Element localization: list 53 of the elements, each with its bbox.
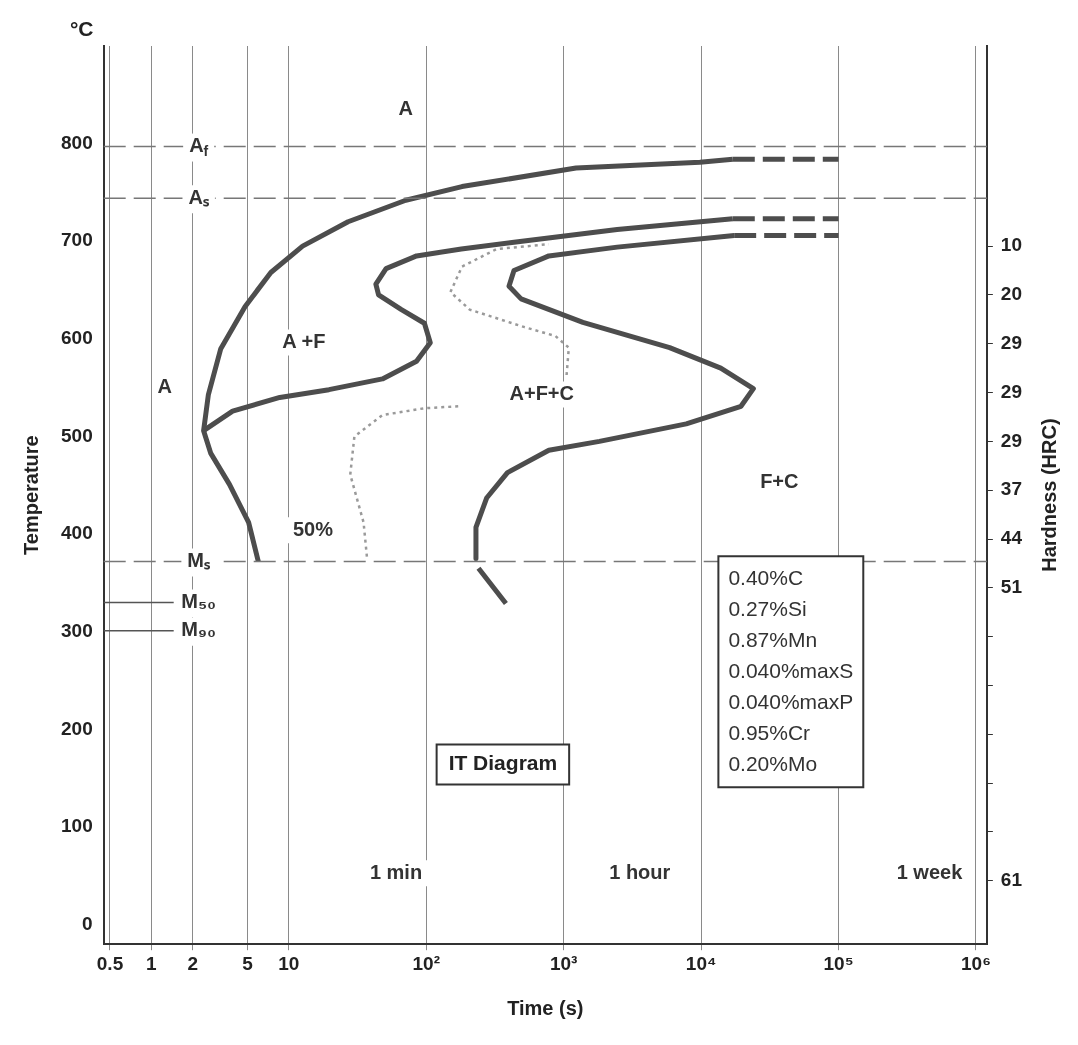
x-tick-label: 10⁴ [685, 952, 717, 974]
annotation: 1 week [896, 860, 964, 883]
x-tick-label: 10⁵ [823, 952, 854, 974]
x-tick-label: 5 [242, 952, 254, 974]
annotation: 1 hour [609, 860, 671, 883]
annotation: 0.87%Mn [728, 628, 818, 652]
text: °C [69, 16, 94, 40]
ref-line-label: Aₛ [188, 185, 210, 208]
annotation: 0.040%maxS [728, 659, 854, 683]
annotation: A [157, 374, 172, 397]
ref-line-label: M₅₀ [181, 590, 217, 613]
category-label: 29 [1000, 380, 1023, 402]
x-axis-title: Time (s) [507, 996, 584, 1019]
annotation: 50% [293, 517, 334, 540]
category-label: 44 [1000, 527, 1023, 549]
annotation: 0.040%maxP [728, 690, 854, 714]
annotation: 0.95%Cr [728, 721, 811, 745]
annotation: 1 min [369, 860, 423, 883]
category-label: 29 [1000, 332, 1023, 354]
y-tick-label: 100 [61, 815, 93, 837]
ref-line-label: M₉₀ [181, 618, 217, 641]
annotation: 0.40%C [728, 566, 804, 590]
y-tick-label: 800 [61, 131, 93, 153]
x-tick-label: 2 [187, 952, 199, 974]
category-label: 51 [1000, 576, 1023, 598]
x-tick-label: 10 [278, 952, 300, 974]
annotation: A+F+C [509, 382, 574, 405]
y-tick-label: 700 [61, 229, 93, 251]
x-tick-label: 10³ [549, 952, 578, 974]
annotation: 0.27%Si [728, 597, 807, 621]
annotation: IT Diagram [448, 751, 558, 775]
ref-line-label: Mₛ [187, 549, 212, 571]
y-tick-label: 600 [61, 327, 93, 349]
annotation: 0.20%Mo [728, 752, 818, 776]
annotation: F+C [760, 470, 799, 493]
x-tick-label: 10⁶ [961, 952, 991, 974]
y-tick-label: 200 [61, 717, 93, 739]
y-tick-label: 400 [61, 522, 93, 544]
x-tick-label: 0.5 [96, 952, 124, 974]
category-label: 20 [1000, 283, 1023, 305]
y-tick-label: 500 [61, 424, 93, 446]
x-tick-label: 1 [146, 952, 158, 974]
y-tick-label: 0 [82, 912, 93, 934]
y2-axis-title: Hardness (HRC) [1037, 418, 1060, 572]
annotation: A [398, 97, 413, 120]
annotation: A +F [282, 329, 326, 352]
category-label: 61 [1000, 868, 1023, 890]
y-tick-label: 300 [61, 620, 93, 642]
category-label: 37 [1000, 478, 1023, 500]
category-label: 29 [1000, 429, 1023, 451]
category-label: 10 [1000, 234, 1023, 256]
y-axis-title: Temperature [19, 435, 42, 555]
x-tick-label: 10² [412, 952, 440, 974]
